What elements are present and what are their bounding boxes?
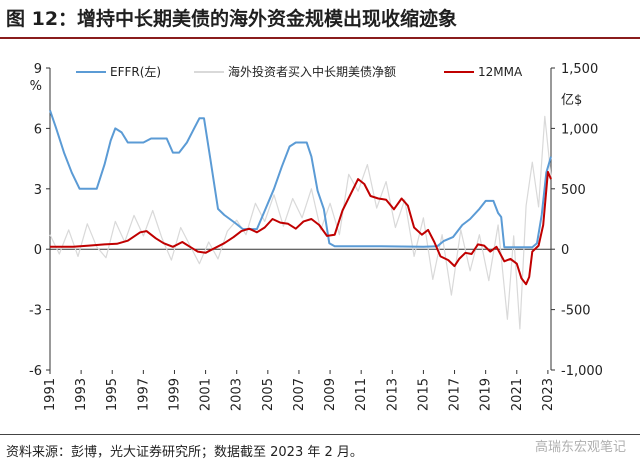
title-rule — [0, 37, 640, 39]
x-tick-label: 2019 — [479, 378, 494, 411]
x-tick-label: 2005 — [261, 378, 276, 411]
x-tick-label: 2013 — [385, 378, 400, 411]
left-tick-label: 9 — [34, 62, 42, 77]
x-tick-label: 1993 — [74, 378, 89, 411]
source-note: 资料来源：彭博，光大证券研究所；数据截至 2023 年 2 月。 — [6, 445, 363, 460]
x-tick-label: 2001 — [199, 378, 214, 411]
x-tick-label: 2011 — [354, 378, 369, 411]
x-tick-label: 2021 — [510, 378, 525, 411]
left-tick-label: 6 — [34, 122, 42, 137]
effr-line — [49, 109, 552, 249]
x-tick-label: 2007 — [292, 378, 307, 411]
x-tick-label: 2017 — [448, 378, 463, 411]
tick-labels: 9 6 3 0 -3 -6% 1,500 1,000 500 0 -500 -1,000 亿$ 1991 1… — [29, 62, 603, 411]
ma12-line — [50, 170, 552, 286]
right-tick-label: 1,000 — [561, 122, 598, 137]
right-axis-unit: 亿$ — [561, 93, 582, 108]
x-tick-label: 2003 — [230, 378, 245, 411]
left-axis-unit: % — [30, 79, 42, 94]
left-tick-label: -6 — [29, 364, 42, 379]
chart-title: 图 12：增持中长期美债的海外资金规模出现收缩迹象 — [6, 8, 458, 30]
left-tick-label: 3 — [34, 183, 42, 198]
right-tick-label: 1,500 — [561, 62, 598, 77]
legend: EFFR(左) 海外投资者买入中长期美债净额 12MMA — [76, 64, 523, 79]
net-purchase-series — [49, 115, 552, 330]
x-tick-label: 1999 — [167, 378, 182, 411]
left-tick-label: 0 — [34, 243, 42, 258]
chart: 9 6 3 0 -3 -6% 1,500 1,000 500 0 -500 -1,000 亿$ 1991 1… — [29, 62, 603, 411]
footer-rule — [0, 434, 640, 435]
right-tick-label: 0 — [561, 243, 569, 258]
x-tick-label: 2015 — [416, 378, 431, 411]
legend-label: 12MMA — [478, 65, 523, 79]
ma12-series — [50, 170, 552, 286]
legend-label: EFFR(左) — [110, 64, 161, 79]
x-tick-label: 2009 — [323, 378, 338, 411]
chart-axes — [46, 67, 555, 374]
left-tick-label: -3 — [29, 304, 42, 319]
x-tick-label: 1991 — [43, 378, 58, 411]
right-tick-label: 500 — [561, 183, 586, 198]
right-tick-label: -1,000 — [561, 364, 603, 379]
watermark: 高瑞东宏观笔记 — [534, 440, 626, 455]
x-tick-label: 1997 — [136, 378, 151, 411]
x-tick-label: 2023 — [541, 378, 556, 411]
x-tick-label: 1995 — [105, 378, 120, 411]
net-purchase-line — [49, 115, 552, 330]
effr-series — [49, 109, 552, 249]
legend-label: 海外投资者买入中长期美债净额 — [228, 64, 396, 79]
right-tick-label: -500 — [561, 304, 591, 319]
